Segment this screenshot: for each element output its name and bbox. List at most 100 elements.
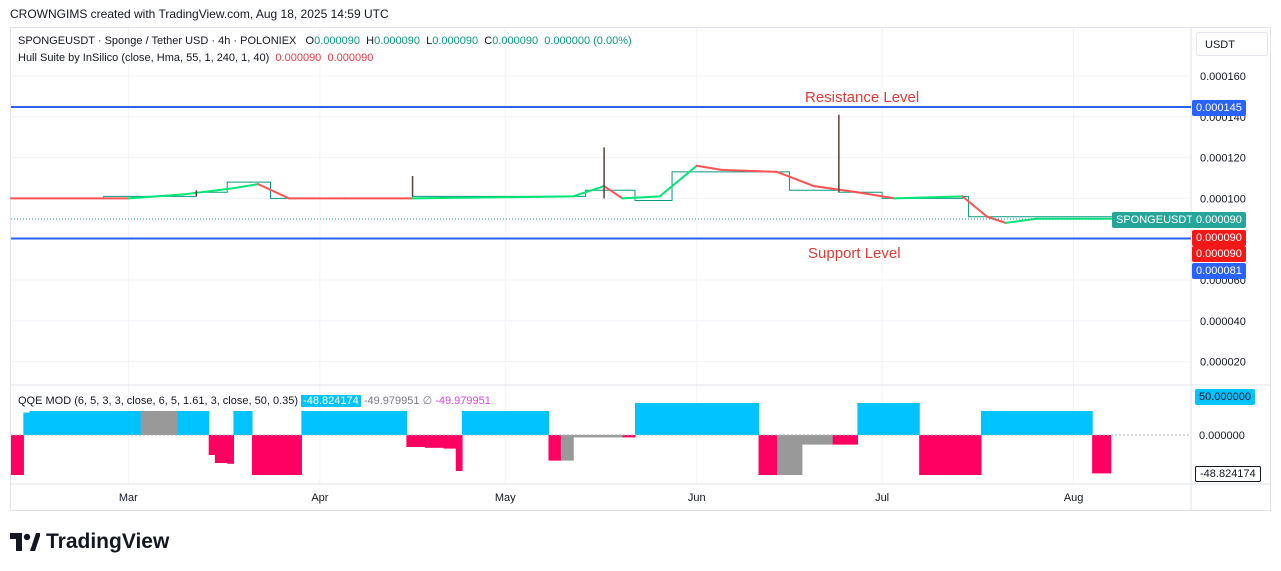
hull-segment [856, 191, 896, 200]
hull-segment [182, 187, 235, 196]
qqe-bar [307, 411, 315, 435]
qqe-bar [610, 435, 618, 438]
time-tick-label: Apr [311, 492, 328, 504]
qqe-symbol: ∅ [422, 395, 433, 407]
hull-segment [986, 215, 1007, 224]
qqe-bar [505, 411, 513, 435]
qqe-bar [937, 435, 945, 475]
qqe-bar [394, 411, 401, 435]
qqe-bar [239, 411, 247, 435]
qqe-bar [993, 411, 1001, 435]
qqe-bar [1011, 411, 1019, 435]
qqe-bar [1005, 411, 1013, 435]
qqe-bar [301, 411, 309, 435]
currency-selector[interactable]: USDT [1196, 32, 1268, 56]
qqe-bar [1030, 411, 1038, 435]
hull-value-tag-2: 0.000090 [1192, 246, 1246, 262]
qqe-bar [171, 411, 179, 435]
qqe-bar [400, 411, 407, 435]
qqe-bar [48, 411, 55, 435]
hull-segment [776, 170, 816, 188]
qqe-bar [814, 435, 821, 445]
qqe-bar [832, 435, 840, 445]
qqe-bar [548, 435, 556, 461]
qqe-bar [486, 411, 494, 435]
qqe-bar [789, 435, 797, 475]
qqe-bar [795, 435, 803, 475]
qqe-bar [999, 411, 1007, 435]
qqe-bar [987, 411, 994, 435]
qqe-bar [770, 435, 778, 475]
qqe-bar [752, 403, 760, 435]
close-value: 0.000090 [492, 35, 539, 47]
qqe-bar [863, 403, 871, 435]
qqe-bar [492, 411, 500, 435]
qqe-bar [54, 411, 62, 435]
qqe-bar [882, 403, 889, 435]
hull-suite-series [10, 164, 1162, 224]
qqe-bar [338, 411, 346, 435]
hull-segment [961, 195, 989, 218]
qqe-bar [900, 403, 908, 435]
qqe-bar [17, 435, 24, 475]
qqe-bar [23, 412, 31, 435]
qqe-bar [511, 411, 519, 435]
support-annotation: Support Level [808, 245, 901, 262]
qqe-bar [974, 435, 982, 475]
high-value: 0.000090 [374, 35, 420, 47]
hull-value-tag-1: 0.000090 [1192, 230, 1246, 246]
qqe-zero-label: 0.000000 [1199, 430, 1245, 442]
qqe-bar [41, 411, 49, 435]
hull-segment [658, 164, 698, 198]
qqe-last-tag: -48.824174 [1195, 466, 1261, 482]
qqe-bar [925, 435, 933, 475]
qqe-bar [1042, 411, 1050, 435]
qqe-bar [567, 435, 574, 461]
qqe-bar [35, 411, 43, 435]
qqe-histogram [11, 403, 1112, 475]
qqe-bar [369, 411, 377, 435]
qqe-bar [869, 403, 877, 435]
qqe-legend[interactable]: QQE MOD (6, 5, 3, 3, close, 6, 5, 1.61, … [18, 394, 491, 407]
qqe-bar [653, 403, 661, 435]
qqe-bar [109, 411, 117, 435]
qqe-bar [597, 435, 605, 438]
qqe-bar [289, 435, 296, 475]
symbol-legend[interactable]: SPONGEUSDT · Sponge / Tether USD · 4h · … [18, 35, 632, 47]
time-tick-label: Aug [1064, 492, 1084, 504]
hull-segment [813, 185, 859, 194]
qqe-bar [97, 411, 105, 435]
qqe-bar [350, 411, 358, 435]
qqe-bar [659, 403, 667, 435]
hull-segment [621, 195, 661, 200]
qqe-bar [406, 435, 414, 447]
qqe-bar [412, 435, 420, 447]
qqe-bar [134, 411, 142, 435]
qqe-value-3: -49.979951 [435, 395, 491, 407]
qqe-bar [950, 435, 957, 475]
qqe-bar [313, 411, 321, 435]
qqe-bar [672, 403, 679, 435]
qqe-bar [684, 403, 692, 435]
qqe-bar [851, 435, 858, 445]
qqe-bar [443, 435, 451, 449]
qqe-bar [628, 435, 636, 438]
tradingview-logo: TradingView [10, 530, 169, 554]
qqe-bar [146, 411, 154, 435]
price-tick-label: 0.000160 [1200, 71, 1246, 83]
qqe-bar [221, 435, 228, 463]
qqe-bar [647, 403, 655, 435]
indicator-legend[interactable]: Hull Suite by InSilico (close, Hma, 55, … [18, 52, 373, 64]
qqe-bar [78, 411, 86, 435]
open-label: O [305, 35, 315, 47]
qqe-bar [418, 435, 426, 447]
qqe-bar [1104, 435, 1112, 474]
qqe-bar [579, 435, 587, 438]
qqe-bar [449, 435, 457, 449]
qqe-bar [344, 411, 352, 435]
symbol-tag: SPONGEUSDT [1112, 212, 1198, 228]
qqe-bar [214, 435, 222, 463]
price-step-series [11, 171, 1161, 219]
hull-segment [720, 168, 779, 173]
